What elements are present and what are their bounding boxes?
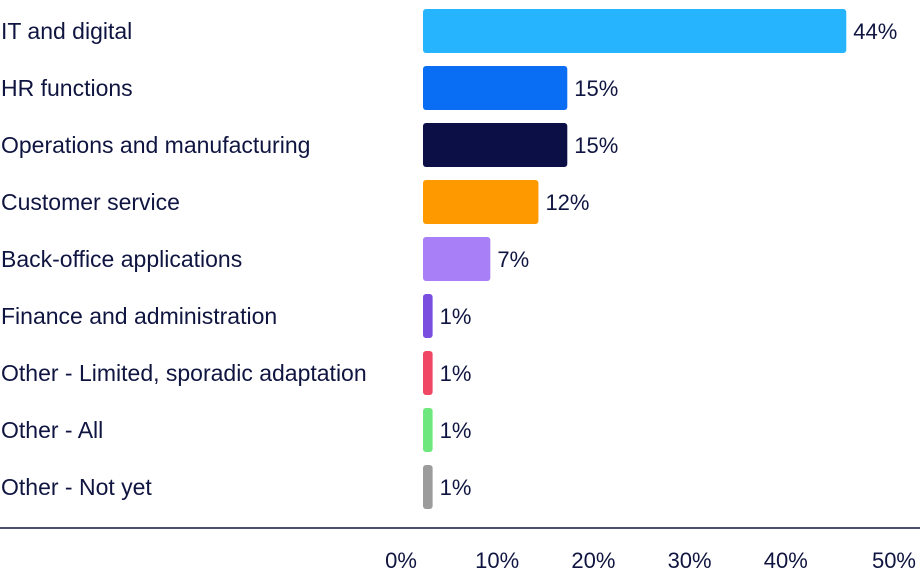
bar <box>423 351 433 395</box>
category-label: IT and digital <box>1 18 132 44</box>
bar <box>423 465 433 509</box>
category-label: Finance and administration <box>1 303 277 329</box>
data-label: 44% <box>853 19 897 44</box>
bar <box>423 294 433 338</box>
data-label: 15% <box>574 133 618 158</box>
category-label: Back-office applications <box>1 246 242 272</box>
category-label: HR functions <box>1 75 133 101</box>
category-label: Other - Not yet <box>1 474 152 500</box>
x-tick-label: 20% <box>571 548 615 573</box>
data-label: 7% <box>497 247 529 272</box>
bar <box>423 408 433 452</box>
bar <box>423 123 568 167</box>
category-label: Operations and manufacturing <box>1 132 310 158</box>
category-label: Other - Limited, sporadic adaptation <box>1 360 367 386</box>
x-tick-label: 10% <box>475 548 519 573</box>
category-label: Customer service <box>1 189 180 215</box>
data-label: 1% <box>440 418 472 443</box>
category-label: Other - All <box>1 417 103 443</box>
bar <box>423 66 568 110</box>
data-label: 1% <box>440 304 472 329</box>
bar <box>423 9 847 53</box>
x-tick-label: 30% <box>668 548 712 573</box>
x-tick-label: 0% <box>385 548 417 573</box>
bar <box>423 180 539 224</box>
bar <box>423 237 491 281</box>
data-label: 12% <box>545 190 589 215</box>
data-label: 1% <box>440 475 472 500</box>
x-tick-label: 50% <box>872 548 916 573</box>
x-tick-label: 40% <box>764 548 808 573</box>
data-label: 15% <box>574 76 618 101</box>
data-label: 1% <box>440 361 472 386</box>
